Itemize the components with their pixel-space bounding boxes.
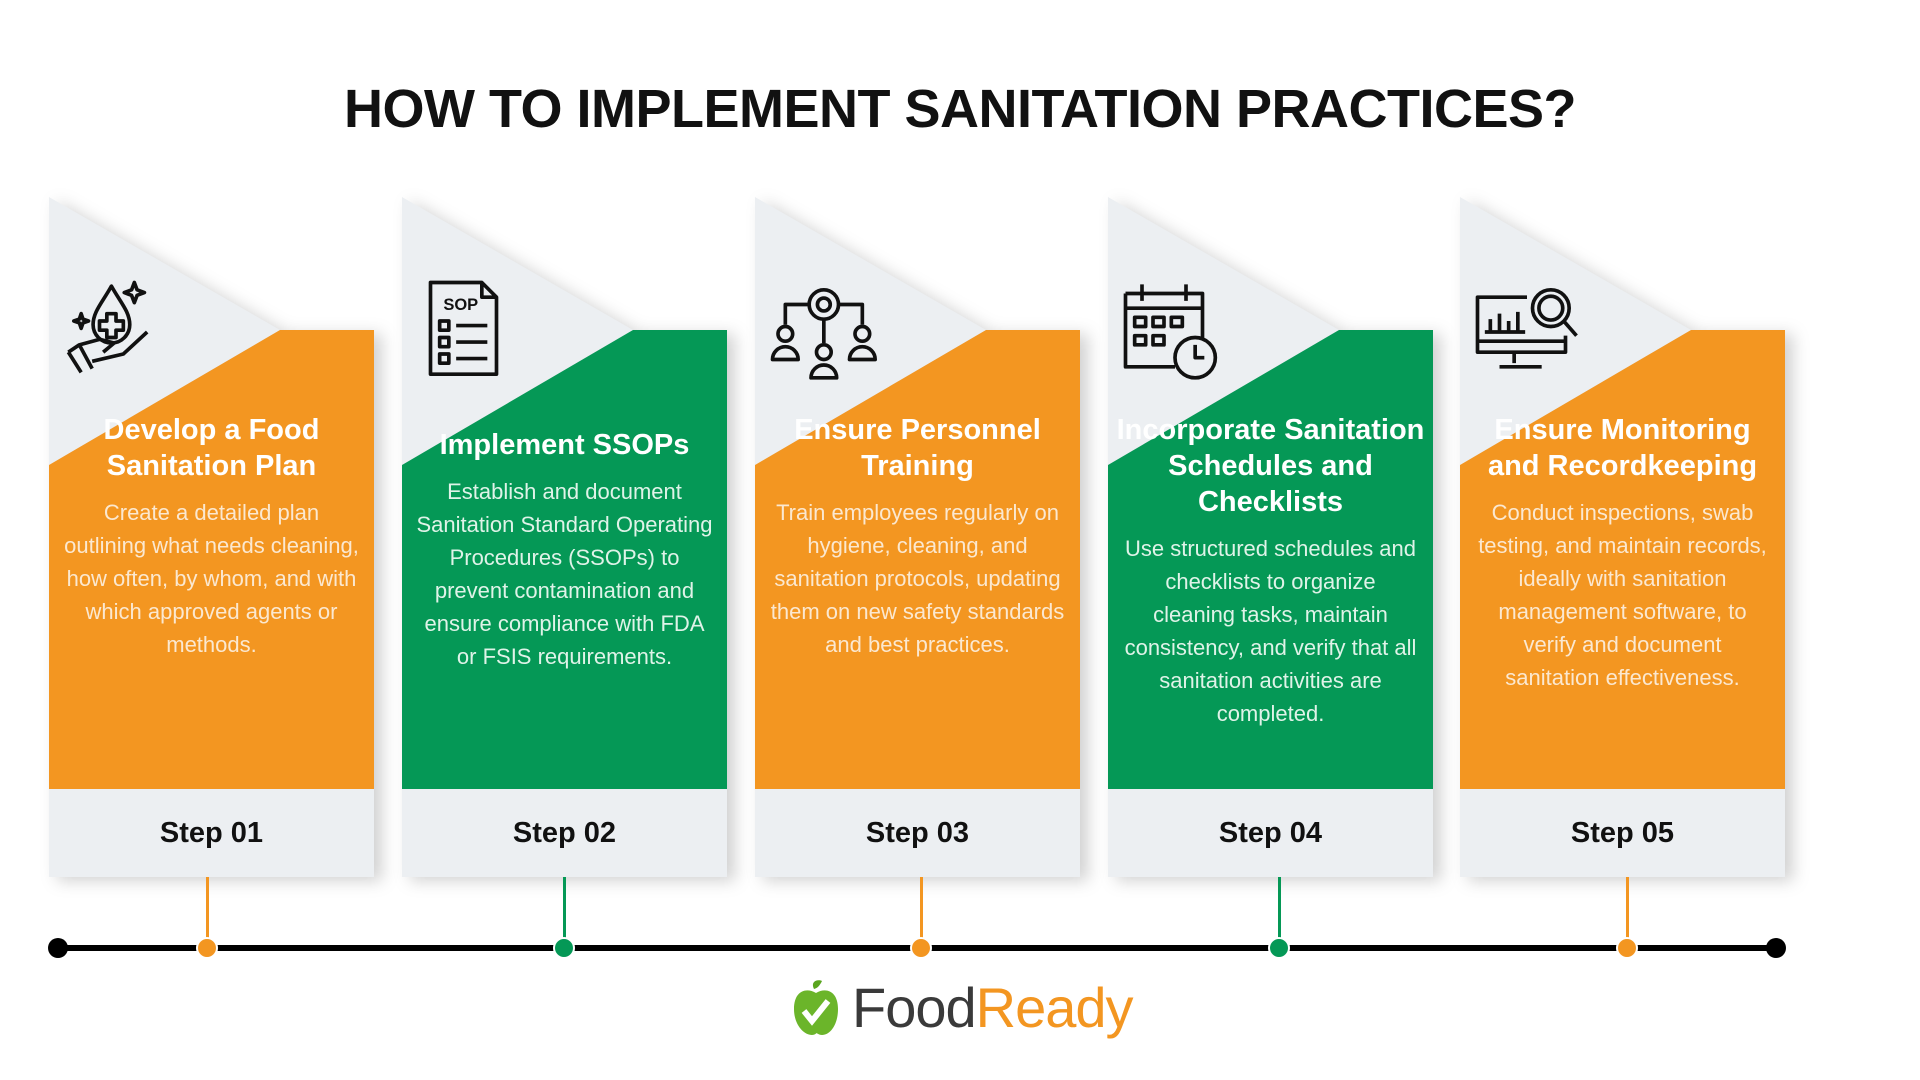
timeline-connector-5 bbox=[1626, 877, 1629, 945]
timeline-dot-2 bbox=[553, 937, 575, 959]
step-card-4: Incorporate Sanitation Schedules and Che… bbox=[1108, 197, 1433, 877]
step-card-5: Ensure Monitoring and Recordkeeping Cond… bbox=[1460, 197, 1785, 877]
team-gear-icon bbox=[770, 288, 877, 380]
step-label: Step 02 bbox=[512, 817, 617, 849]
step-label: Step 03 bbox=[865, 817, 970, 849]
logo-text-ready: Ready bbox=[975, 976, 1134, 1039]
timeline-dot-4 bbox=[1268, 937, 1290, 959]
calendar-clock-icon bbox=[1123, 284, 1218, 380]
step-label: Step 01 bbox=[159, 817, 264, 849]
hand-drop-cross-icon bbox=[66, 280, 149, 374]
step-title: Ensure Monitoring and Recordkeeping bbox=[1487, 414, 1758, 482]
sop-document-icon: SOP bbox=[428, 280, 499, 376]
page-title: HOW TO IMPLEMENT SANITATION PRACTICES? bbox=[344, 79, 1576, 139]
timeline-start-dot bbox=[48, 938, 68, 958]
card-background bbox=[402, 197, 727, 877]
step-description: Conduct inspections, swab testing, and m… bbox=[1478, 500, 1767, 690]
step-label: Step 04 bbox=[1218, 817, 1323, 849]
timeline-connector-4 bbox=[1278, 877, 1281, 945]
step-label: Step 05 bbox=[1570, 817, 1675, 849]
step-title: Develop a Food Sanitation Plan bbox=[103, 414, 320, 482]
step-card-3: Ensure Personnel Training Train employee… bbox=[755, 197, 1080, 877]
foodready-logo: FoodReady bbox=[792, 975, 1134, 1040]
step-card-1: Develop a Food Sanitation Plan Create a … bbox=[49, 197, 374, 877]
step-description: Create a detailed plan outlining what ne… bbox=[64, 500, 359, 657]
step-title: Incorporate Sanitation Schedules and Che… bbox=[1116, 414, 1425, 518]
timeline-connector-2 bbox=[563, 877, 566, 945]
timeline-connector-1 bbox=[206, 877, 209, 945]
timeline-dot-3 bbox=[910, 937, 932, 959]
step-title: Ensure Personnel Training bbox=[794, 414, 1041, 482]
apple-check-icon bbox=[794, 979, 838, 1035]
timeline-end-dot bbox=[1766, 938, 1786, 958]
svg-text:SOP: SOP bbox=[443, 296, 478, 314]
card-background bbox=[1108, 197, 1433, 877]
step-description: Establish and document Sanitation Standa… bbox=[416, 479, 713, 669]
step-description: Train employees regularly on hygiene, cl… bbox=[770, 500, 1065, 657]
card-background bbox=[1460, 197, 1785, 877]
card-background bbox=[755, 197, 1080, 877]
timeline-dot-1 bbox=[196, 937, 218, 959]
timeline-connector-3 bbox=[920, 877, 923, 945]
step-description: Use structured schedules and checklists … bbox=[1124, 536, 1417, 726]
timeline-dot-5 bbox=[1616, 937, 1638, 959]
step-title: Implement SSOPs bbox=[439, 429, 690, 461]
card-background bbox=[49, 197, 374, 877]
logo-text-food: Food bbox=[852, 976, 977, 1039]
monitor-magnifier-icon bbox=[1475, 288, 1578, 369]
step-card-2: SOP Implement SSOPs Establish and docume… bbox=[402, 197, 727, 877]
